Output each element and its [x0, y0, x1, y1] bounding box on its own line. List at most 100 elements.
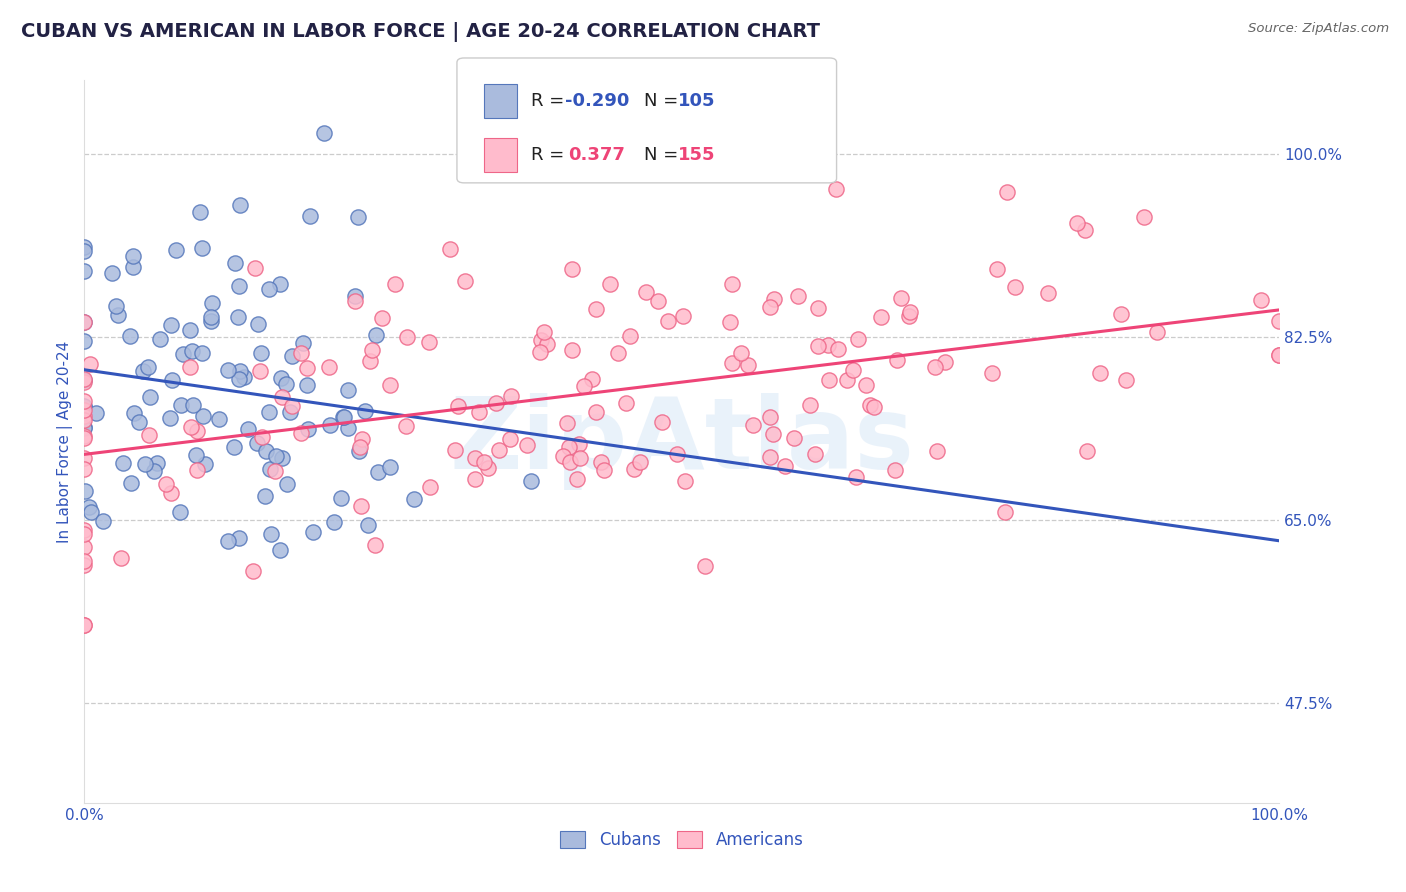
Point [242, 564, 264, 578]
Point [274, 376, 297, 391]
Point [1036, 285, 1059, 300]
Point [243, 260, 266, 275]
Point [349, 440, 371, 454]
Point [295, 360, 318, 375]
Point [179, 359, 201, 374]
Text: 105: 105 [678, 92, 716, 110]
Point [246, 436, 269, 450]
Point [73, 244, 96, 259]
Point [139, 390, 162, 404]
Point [396, 330, 419, 344]
Point [623, 462, 645, 476]
Point [485, 396, 508, 410]
Point [191, 241, 214, 255]
Point [472, 455, 495, 469]
Point [350, 500, 373, 514]
Point [264, 464, 287, 478]
Point [516, 438, 538, 452]
Point [1109, 307, 1132, 321]
Point [269, 542, 291, 557]
Point [672, 309, 695, 323]
Text: N =: N = [644, 92, 683, 110]
Point [79, 500, 101, 514]
Text: R =: R = [531, 146, 576, 164]
Point [110, 551, 132, 566]
Point [200, 314, 222, 328]
Point [1146, 325, 1168, 339]
Point [501, 389, 523, 403]
Point [73, 558, 96, 572]
Point [607, 345, 630, 359]
Point [73, 315, 96, 329]
Point [250, 345, 273, 359]
Point [312, 126, 335, 140]
Point [419, 480, 441, 494]
Point [264, 449, 287, 463]
Point [165, 243, 187, 257]
Point [323, 515, 346, 529]
Point [463, 472, 485, 486]
Point [228, 531, 250, 545]
Point [934, 355, 956, 369]
Point [1268, 348, 1291, 362]
Point [599, 277, 621, 292]
Point [146, 456, 169, 470]
Point [925, 444, 948, 458]
Point [378, 460, 401, 475]
Point [73, 553, 96, 567]
Point [73, 400, 96, 414]
Point [533, 325, 555, 339]
Point [366, 327, 388, 342]
Point [169, 505, 191, 519]
Point [693, 559, 716, 574]
Point [73, 523, 96, 537]
Point [859, 398, 882, 412]
Point [443, 442, 465, 457]
Point [290, 426, 312, 441]
Point [120, 328, 142, 343]
Point [367, 465, 389, 479]
Point [336, 383, 359, 397]
Point [73, 419, 96, 434]
Point [186, 448, 208, 462]
Point [488, 442, 510, 457]
Point [281, 399, 304, 413]
Point [226, 310, 249, 324]
Point [79, 357, 101, 371]
Point [246, 318, 269, 332]
Point [347, 210, 370, 224]
Point [890, 291, 912, 305]
Point [1250, 293, 1272, 308]
Point [238, 422, 260, 436]
Point [73, 541, 96, 555]
Point [568, 451, 591, 466]
Point [201, 296, 224, 310]
Point [155, 476, 177, 491]
Point [73, 373, 96, 387]
Point [269, 277, 291, 291]
Point [759, 450, 782, 464]
Point [121, 260, 143, 274]
Point [558, 440, 581, 454]
Point [149, 332, 172, 346]
Point [91, 514, 114, 528]
Point [228, 372, 250, 386]
Point [468, 404, 491, 418]
Point [73, 314, 96, 328]
Point [536, 337, 558, 351]
Point [179, 323, 201, 337]
Point [260, 527, 283, 541]
Point [249, 364, 271, 378]
Point [870, 310, 893, 324]
Point [994, 505, 1017, 519]
Point [181, 398, 204, 412]
Point [721, 355, 744, 369]
Point [799, 398, 821, 412]
Point [105, 299, 128, 313]
Point [567, 437, 589, 451]
Point [259, 462, 281, 476]
Point [647, 294, 669, 309]
Point [986, 261, 1008, 276]
Point [329, 491, 352, 505]
Point [208, 411, 231, 425]
